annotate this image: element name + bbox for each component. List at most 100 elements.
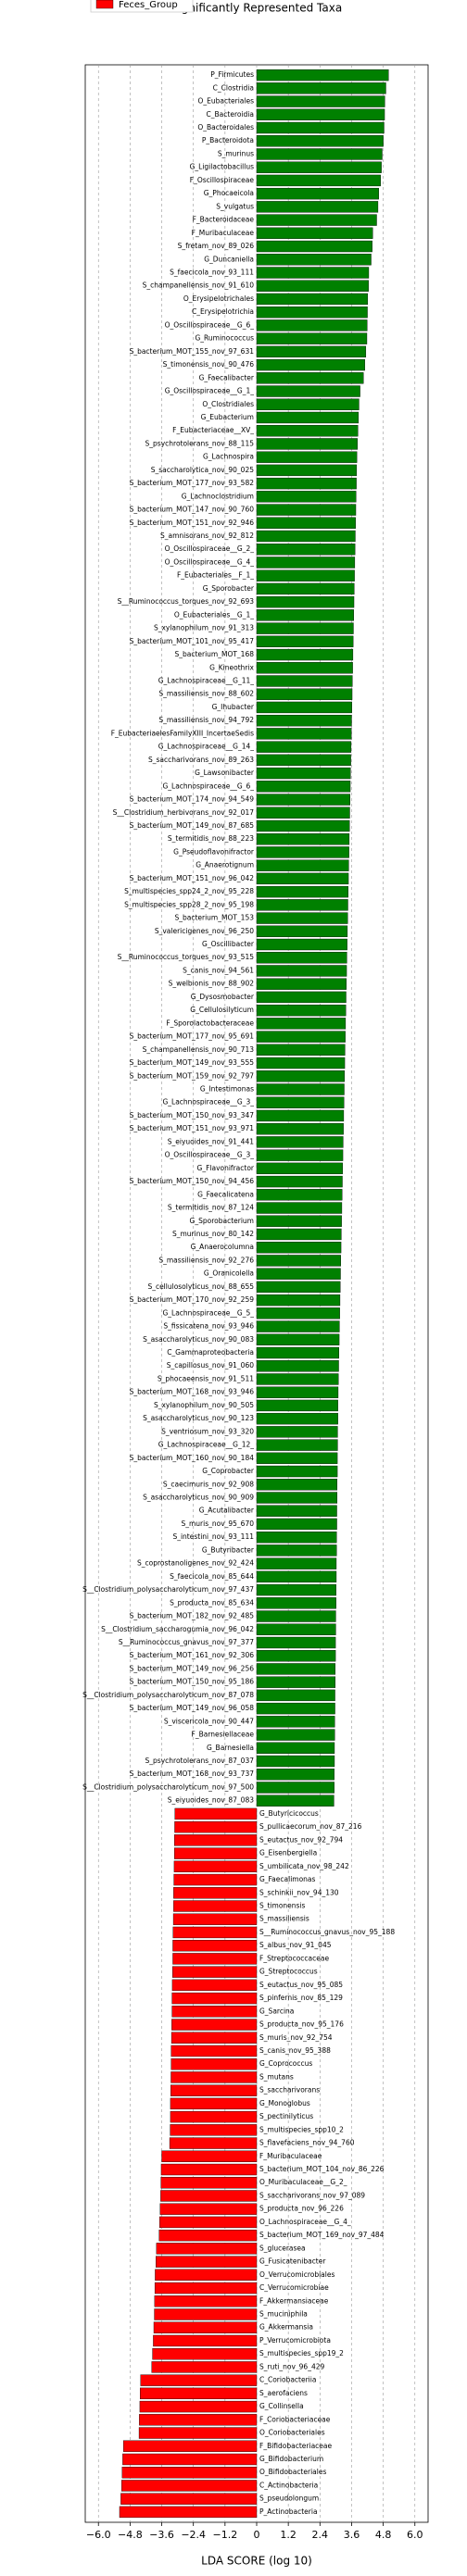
y-tick-label: F_Sporolactobacteraceae bbox=[166, 1019, 254, 1027]
bar bbox=[161, 2150, 258, 2162]
bar bbox=[256, 1189, 343, 1201]
y-tick-label: S_massiliensis_nov_88_602 bbox=[158, 690, 254, 698]
y-tick-label: S_bacterium_MOT_153 bbox=[174, 914, 254, 922]
y-tick-label: S_muris_nov_95_670 bbox=[181, 1519, 254, 1528]
bar bbox=[256, 425, 359, 437]
y-tick-label: F_Muribaculaceae bbox=[259, 2152, 322, 2160]
y-tick-label: S_fretam_nov_89_026 bbox=[178, 242, 255, 250]
bar bbox=[122, 2453, 258, 2466]
x-tick-label: −2.4 bbox=[181, 2529, 206, 2541]
y-tick-label: S_bacterium_MOT_101_nov_95_417 bbox=[130, 637, 255, 645]
y-tick-label: S_champanellensis_nov_90_713 bbox=[143, 1045, 255, 1054]
bar bbox=[170, 2097, 258, 2110]
y-tick-label: G_Lachnospira bbox=[203, 453, 254, 461]
y-tick-label: S_bacterium_MOT_149_nov_96_058 bbox=[130, 1704, 255, 1712]
bar bbox=[139, 2387, 258, 2400]
bar bbox=[159, 2203, 258, 2215]
y-tick-label: G_Sporobacter bbox=[203, 584, 255, 593]
y-tick-label: S_bacterium_MOT_150_nov_95_186 bbox=[130, 1678, 255, 1686]
legend-swatch bbox=[95, 0, 114, 9]
y-tick-label: S_bacterium_MOT_104_nov_86_226 bbox=[259, 2165, 385, 2173]
bar bbox=[256, 1794, 334, 1807]
y-tick-label: O_Bacteroidales bbox=[197, 123, 254, 131]
x-tick-label: −4.8 bbox=[118, 2529, 143, 2541]
bar bbox=[256, 1583, 336, 1596]
bar bbox=[256, 1083, 345, 1095]
y-tick-label: F_Eubacteriales__F_1_ bbox=[177, 571, 254, 580]
y-tick-label: G_Bifidobacterium bbox=[259, 2455, 323, 2463]
y-tick-label: S_asaccharolyticus_nov_90_909 bbox=[143, 1494, 254, 1502]
bar bbox=[256, 794, 350, 806]
bar bbox=[256, 1109, 345, 1122]
bar bbox=[256, 991, 347, 1004]
y-tick-label: S__Ruminococcus_torques_nov_93_515 bbox=[118, 953, 255, 961]
y-tick-label: S_bacterium_MOT_151_nov_96_042 bbox=[130, 874, 255, 882]
y-tick-label: G_Phocaeicola bbox=[204, 189, 254, 197]
x-tick-label: 3.6 bbox=[344, 2529, 360, 2541]
bar bbox=[170, 2045, 258, 2057]
y-tick-label: S_pseudolongum bbox=[259, 2495, 319, 2503]
y-tick-label: S__Clostridium_saccharogumia_nov_96_042 bbox=[101, 1625, 254, 1633]
bar bbox=[256, 1636, 336, 1649]
y-tick-label: S_bacterium_MOT_168_nov_93_737 bbox=[130, 1769, 255, 1778]
y-tick-label: S_massiliensis_nov_92_276 bbox=[158, 1256, 254, 1264]
y-tick-label: G_Cellulosilyticum bbox=[190, 1006, 254, 1014]
y-tick-label: G_Kineothrix bbox=[209, 663, 254, 671]
y-tick-label: S_bacterium_MOT_147_nov_90_760 bbox=[130, 506, 255, 514]
y-tick-label: G_Ruminococcus bbox=[195, 334, 254, 343]
bar bbox=[256, 1123, 344, 1135]
bar bbox=[256, 1597, 336, 1609]
y-tick-label: G_Lawsonibacter bbox=[195, 769, 255, 777]
bar bbox=[256, 1702, 335, 1715]
y-tick-label: S_eutactus_nov_95_085 bbox=[259, 1981, 343, 1989]
bar bbox=[256, 1610, 336, 1622]
x-tick-label: −3.6 bbox=[149, 2529, 174, 2541]
y-tick-label: S_pinfernis_nov_85_129 bbox=[259, 1994, 343, 2002]
y-tick-label: S_bacterium_MOT_151_nov_93_971 bbox=[130, 1124, 255, 1132]
y-tick-label: S_psychrotolerans_nov_87_037 bbox=[145, 1757, 255, 1765]
y-tick-label: S__Ruminococcus_torques_nov_92_693 bbox=[118, 597, 255, 606]
y-tick-label: S_termitidis_nov_88_223 bbox=[168, 834, 254, 843]
bar bbox=[256, 1202, 343, 1214]
y-tick-label: P_Bacteroidota bbox=[202, 136, 254, 144]
y-tick-label: S_bacterium_MOT_149_nov_87_685 bbox=[130, 821, 255, 830]
y-tick-label: S__Ruminococcus_gnavus_nov_95_188 bbox=[259, 1928, 395, 1936]
bar bbox=[256, 978, 347, 990]
bar bbox=[256, 398, 360, 410]
y-tick-label: S_bacterium_MOT_151_nov_92_946 bbox=[130, 519, 255, 527]
y-tick-label: S_bacterium_MOT_155_nov_97_631 bbox=[130, 347, 255, 356]
y-tick-label: S_saccharivorans_nov_97_089 bbox=[259, 2191, 365, 2199]
bar bbox=[256, 952, 347, 964]
y-tick-label: F_Oscillospiraceae bbox=[190, 176, 255, 184]
y-tick-label: G_Monoglobus bbox=[259, 2099, 310, 2107]
y-tick-label: C_Erysipelotrichia bbox=[192, 307, 254, 316]
bar bbox=[139, 2400, 258, 2413]
y-tick-label: O_Oscillospiraceae__G_4_ bbox=[165, 557, 255, 566]
bar bbox=[256, 1281, 341, 1294]
bar bbox=[155, 2269, 258, 2281]
bar bbox=[256, 1242, 342, 1254]
bar bbox=[256, 1070, 345, 1082]
y-tick-label: S_termitidis_nov_87_124 bbox=[168, 1204, 254, 1212]
bar bbox=[256, 556, 356, 569]
y-tick-label: F_Barnesiellaceae bbox=[192, 1731, 255, 1739]
y-tick-label: S_muris_nov_92_754 bbox=[259, 2033, 333, 2042]
bar bbox=[256, 1623, 336, 1635]
bar bbox=[160, 2163, 258, 2176]
bar bbox=[256, 358, 365, 371]
bar bbox=[256, 477, 357, 490]
y-tick-label: G_Coprobacter bbox=[202, 1467, 255, 1475]
y-tick-label: G_Oranicolella bbox=[204, 1269, 254, 1278]
bar bbox=[171, 1992, 258, 2005]
bar bbox=[256, 438, 358, 450]
bar bbox=[256, 662, 353, 674]
bar bbox=[170, 2032, 258, 2044]
y-tick-label: S_saccharivorans bbox=[259, 2086, 320, 2095]
y-tick-label: S_producta_nov_95_176 bbox=[259, 2020, 344, 2029]
bar bbox=[256, 1716, 335, 1728]
bar bbox=[121, 2467, 258, 2479]
y-tick-label: G_Streptococcus bbox=[259, 1968, 318, 1976]
bar bbox=[256, 504, 357, 516]
y-tick-label: O_Bifidobacteriales bbox=[259, 2468, 326, 2476]
bar bbox=[138, 2427, 258, 2439]
